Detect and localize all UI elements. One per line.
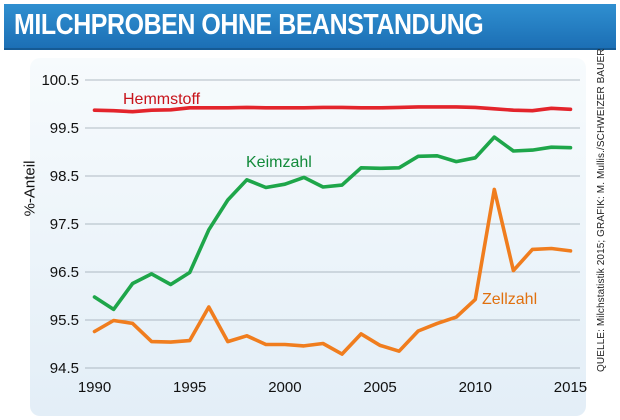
y-tick-label: 94.5 (50, 360, 79, 377)
x-tick-label: 1990 (78, 379, 111, 396)
x-tick-label: 2010 (459, 379, 492, 396)
y-tick-label: 97.5 (50, 216, 79, 233)
series-label-hemmstoff: Hemmstoff (123, 91, 201, 108)
y-tick-label: 98.5 (50, 168, 79, 185)
plot-background (30, 58, 586, 416)
x-tick-label: 2000 (268, 379, 301, 396)
chart-title: MILCHPROBEN OHNE BEANSTANDUNG (14, 9, 484, 41)
series-label-keimzahl: Keimzahl (246, 154, 312, 171)
x-tick-label: 2005 (363, 379, 396, 396)
series-label-zellzahl: Zellzahl (482, 291, 537, 308)
y-tick-label: 100.5 (41, 72, 79, 89)
series-line-zellzahl (92, 187, 573, 356)
series-line-hemmstoff (92, 105, 573, 114)
grid-lines (85, 79, 580, 369)
title-bar: MILCHPROBEN OHNE BEANSTANDUNG (4, 4, 616, 50)
x-tick-label: 1995 (173, 379, 206, 396)
x-tick-labels: 1990 1995 2000 2005 2010 2015 (78, 379, 587, 396)
series-labels: Hemmstoff Keimzahl Zellzahl (123, 91, 537, 308)
y-tick-label: 95.5 (50, 312, 79, 329)
x-tick-label: 2015 (554, 379, 587, 396)
y-tick-labels: 94.5 95.5 96.5 97.5 98.5 99.5 100.5 (41, 72, 79, 377)
series-line-keimzahl (92, 135, 573, 312)
y-tick-label: 96.5 (50, 264, 79, 281)
y-tick-label: 99.5 (50, 120, 79, 137)
series-lines (92, 105, 573, 356)
